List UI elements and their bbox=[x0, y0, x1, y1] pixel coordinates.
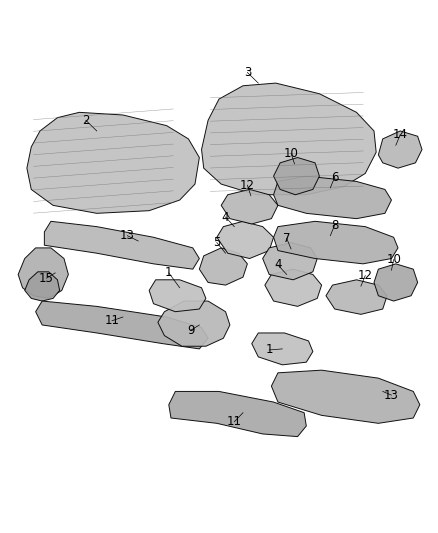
Text: 7: 7 bbox=[283, 232, 290, 245]
Polygon shape bbox=[199, 248, 247, 285]
Polygon shape bbox=[252, 333, 313, 365]
Polygon shape bbox=[274, 158, 319, 195]
Text: 15: 15 bbox=[39, 272, 54, 285]
Polygon shape bbox=[374, 264, 418, 301]
Text: 9: 9 bbox=[187, 324, 194, 337]
Text: 11: 11 bbox=[105, 314, 120, 327]
Text: 2: 2 bbox=[82, 114, 90, 127]
Text: 14: 14 bbox=[393, 128, 408, 141]
Text: 1: 1 bbox=[165, 266, 173, 279]
Text: 4: 4 bbox=[274, 259, 282, 271]
Polygon shape bbox=[221, 189, 278, 224]
Polygon shape bbox=[217, 221, 274, 259]
Polygon shape bbox=[35, 301, 208, 349]
Text: 13: 13 bbox=[384, 389, 399, 402]
Polygon shape bbox=[274, 176, 392, 219]
Text: 12: 12 bbox=[240, 179, 255, 192]
Text: 1: 1 bbox=[265, 343, 273, 357]
Polygon shape bbox=[18, 248, 68, 298]
Text: 8: 8 bbox=[331, 219, 339, 231]
Polygon shape bbox=[27, 112, 199, 213]
Polygon shape bbox=[265, 269, 321, 306]
Text: 13: 13 bbox=[120, 229, 135, 242]
Text: 5: 5 bbox=[213, 236, 220, 249]
Polygon shape bbox=[149, 280, 206, 312]
Polygon shape bbox=[263, 243, 317, 280]
Text: 10: 10 bbox=[283, 147, 298, 160]
Text: 11: 11 bbox=[227, 415, 242, 428]
Text: 10: 10 bbox=[386, 253, 401, 266]
Polygon shape bbox=[274, 221, 398, 264]
Text: 12: 12 bbox=[358, 269, 373, 282]
Polygon shape bbox=[44, 221, 199, 269]
Text: 4: 4 bbox=[222, 211, 230, 223]
Text: 3: 3 bbox=[244, 66, 251, 79]
Polygon shape bbox=[169, 391, 306, 437]
Text: 6: 6 bbox=[331, 171, 339, 184]
Polygon shape bbox=[326, 280, 387, 314]
Polygon shape bbox=[378, 131, 422, 168]
Polygon shape bbox=[201, 83, 376, 195]
Polygon shape bbox=[25, 272, 60, 301]
Polygon shape bbox=[272, 370, 420, 423]
Polygon shape bbox=[158, 301, 230, 346]
